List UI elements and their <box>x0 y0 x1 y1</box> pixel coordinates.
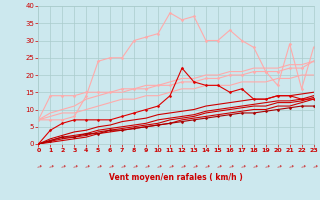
Text: ↗: ↗ <box>310 163 317 170</box>
Text: ↗: ↗ <box>238 163 245 170</box>
Text: ↗: ↗ <box>203 163 209 170</box>
Text: ↗: ↗ <box>83 163 90 170</box>
Text: ↗: ↗ <box>251 163 257 170</box>
Text: ↗: ↗ <box>298 163 305 170</box>
Text: ↗: ↗ <box>275 163 281 170</box>
Text: ↗: ↗ <box>155 163 161 170</box>
Text: ↗: ↗ <box>131 163 137 170</box>
Text: ↗: ↗ <box>119 163 125 170</box>
Text: ↗: ↗ <box>262 163 269 170</box>
Text: ↗: ↗ <box>191 163 197 170</box>
Text: ↗: ↗ <box>167 163 173 170</box>
X-axis label: Vent moyen/en rafales ( km/h ): Vent moyen/en rafales ( km/h ) <box>109 173 243 182</box>
Text: ↗: ↗ <box>227 163 233 170</box>
Text: ↗: ↗ <box>286 163 293 170</box>
Text: ↗: ↗ <box>143 163 149 170</box>
Text: ↗: ↗ <box>59 163 66 170</box>
Text: ↗: ↗ <box>35 163 42 170</box>
Text: ↗: ↗ <box>95 163 101 170</box>
Text: ↗: ↗ <box>107 163 114 170</box>
Text: ↗: ↗ <box>47 163 54 170</box>
Text: ↗: ↗ <box>215 163 221 170</box>
Text: ↗: ↗ <box>71 163 77 170</box>
Text: ↗: ↗ <box>179 163 185 170</box>
